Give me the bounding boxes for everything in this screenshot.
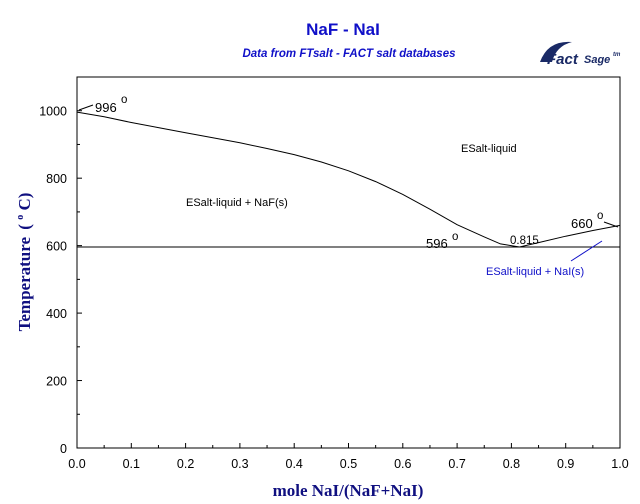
label-eutectic-t: 596 o <box>426 231 458 251</box>
y-axis: 0 200 400 600 800 1000 <box>39 105 82 456</box>
factsage-logo: Fact Sage tm <box>540 41 621 68</box>
y-tick-label: 1000 <box>39 105 67 119</box>
region-label-liquid: ESalt-liquid <box>461 143 517 155</box>
chart-subtitle: Data from FTsalt - FACT salt databases <box>242 48 455 60</box>
y-axis-title-degree: o <box>15 215 26 220</box>
logo-word-sage: Sage <box>584 54 610 66</box>
x-tick-label: 0.3 <box>231 457 248 471</box>
y-tick-label: 200 <box>46 375 67 389</box>
y-tick-label: 400 <box>46 307 67 321</box>
x-axis-title: mole NaI/(NaF+NaI) <box>273 481 424 500</box>
y-tick-label: 600 <box>46 240 67 254</box>
x-tick-label: 1.0 <box>611 457 628 471</box>
x-tick-label: 0.2 <box>177 457 194 471</box>
svg-text:o: o <box>121 94 127 106</box>
x-tick-label: 0.6 <box>394 457 411 471</box>
svg-text:660: 660 <box>571 216 593 231</box>
logo-word-fact: Fact <box>547 51 579 68</box>
svg-text:996: 996 <box>95 100 117 115</box>
y-axis-title-open: ( <box>15 224 34 230</box>
y-axis-title-c: C) <box>15 193 34 211</box>
label-eutectic-x: 0.815 <box>510 235 539 247</box>
y-axis-title: Temperature ( o C) <box>8 193 34 332</box>
x-tick-label: 0.7 <box>448 457 465 471</box>
x-tick-label: 0.1 <box>123 457 140 471</box>
chart-title: NaF - NaI <box>306 20 380 39</box>
label-mp-naf: 996 o <box>78 94 127 115</box>
x-tick-label: 0.8 <box>503 457 520 471</box>
x-axis: 0.0 0.1 0.2 0.3 0.4 0.5 0.6 0.7 0.8 0.9 1.0 <box>68 443 629 471</box>
liquidus-curve <box>76 111 621 248</box>
region-pointer-nai <box>570 240 603 262</box>
logo-swoosh-icon <box>540 41 572 62</box>
x-tick-label: 0.4 <box>286 457 303 471</box>
svg-text:Temperature ( o: Temperature ( o C) <box>8 193 34 332</box>
series-layer <box>76 111 621 248</box>
svg-text:596: 596 <box>426 236 448 251</box>
region-label-liquid-nai: ESalt-liquid + NaI(s) <box>486 266 584 278</box>
region-label-liquid-naf: ESalt-liquid + NaF(s) <box>186 197 288 209</box>
y-tick-label: 0 <box>60 442 67 456</box>
x-tick-label: 0.9 <box>557 457 574 471</box>
label-mp-nai: 660 o <box>571 210 619 231</box>
y-axis-title-main: Temperature <box>15 237 34 332</box>
x-tick-label: 0.5 <box>340 457 357 471</box>
plot-frame <box>76 76 621 449</box>
logo-trademark: tm <box>613 52 621 58</box>
x-tick-label: 0.0 <box>68 457 85 471</box>
y-tick-label: 800 <box>46 172 67 186</box>
svg-text:o: o <box>452 231 458 243</box>
svg-text:o: o <box>597 210 603 222</box>
